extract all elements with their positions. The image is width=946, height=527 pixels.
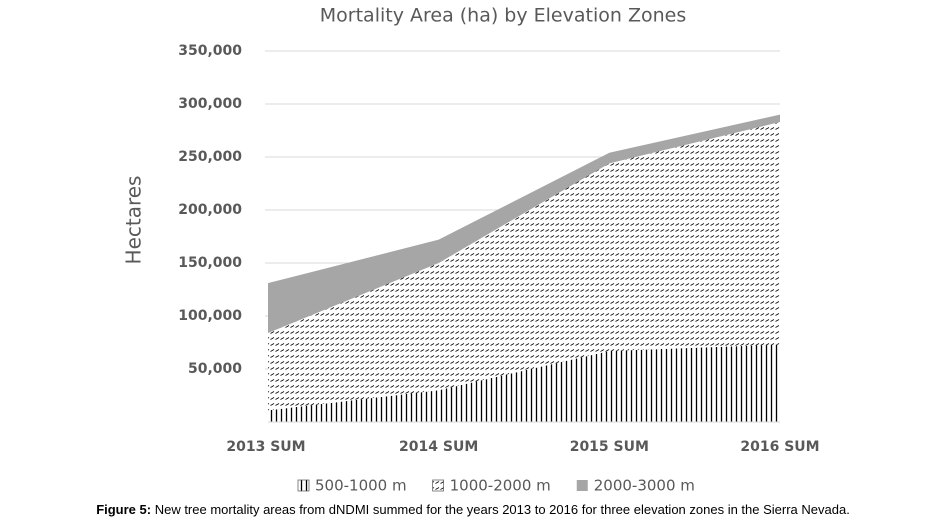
- legend-swatch: [297, 479, 310, 492]
- caption-label: Figure 5:: [96, 502, 152, 517]
- legend-swatch: [432, 479, 444, 492]
- legend-label: 1000-2000 m: [450, 477, 551, 495]
- x-tick-label: 2014 SUM: [399, 439, 478, 455]
- chart-title: Mortality Area (ha) by Elevation Zones: [320, 5, 686, 27]
- legend-swatch: [576, 480, 588, 491]
- x-tick-label: 2015 SUM: [570, 439, 649, 455]
- y-tick-label: 350,000: [178, 43, 242, 59]
- x-tick-label: 2013 SUM: [226, 439, 305, 455]
- y-tick-label: 300,000: [178, 96, 242, 112]
- y-tick-label: 50,000: [188, 361, 242, 377]
- caption-text: New tree mortality areas from dNDMI summ…: [151, 502, 850, 517]
- caption: Figure 5: New tree mortality areas from …: [0, 502, 946, 517]
- x-tick-label: 2016 SUM: [740, 439, 819, 455]
- chart: Mortality Area (ha) by Elevation Zones H…: [122, 5, 820, 495]
- y-axis-label: Hectares: [122, 176, 146, 265]
- area: [268, 122, 780, 411]
- area: [268, 344, 780, 422]
- y-tick-label: 150,000: [178, 255, 242, 271]
- y-tick-label: 200,000: [178, 202, 242, 218]
- y-tick-label: 100,000: [178, 308, 242, 324]
- legend-label: 2000-3000 m: [594, 477, 695, 495]
- y-tick-label: 250,000: [178, 149, 242, 165]
- legend-label: 500-1000 m: [315, 477, 407, 495]
- area: [268, 114, 780, 333]
